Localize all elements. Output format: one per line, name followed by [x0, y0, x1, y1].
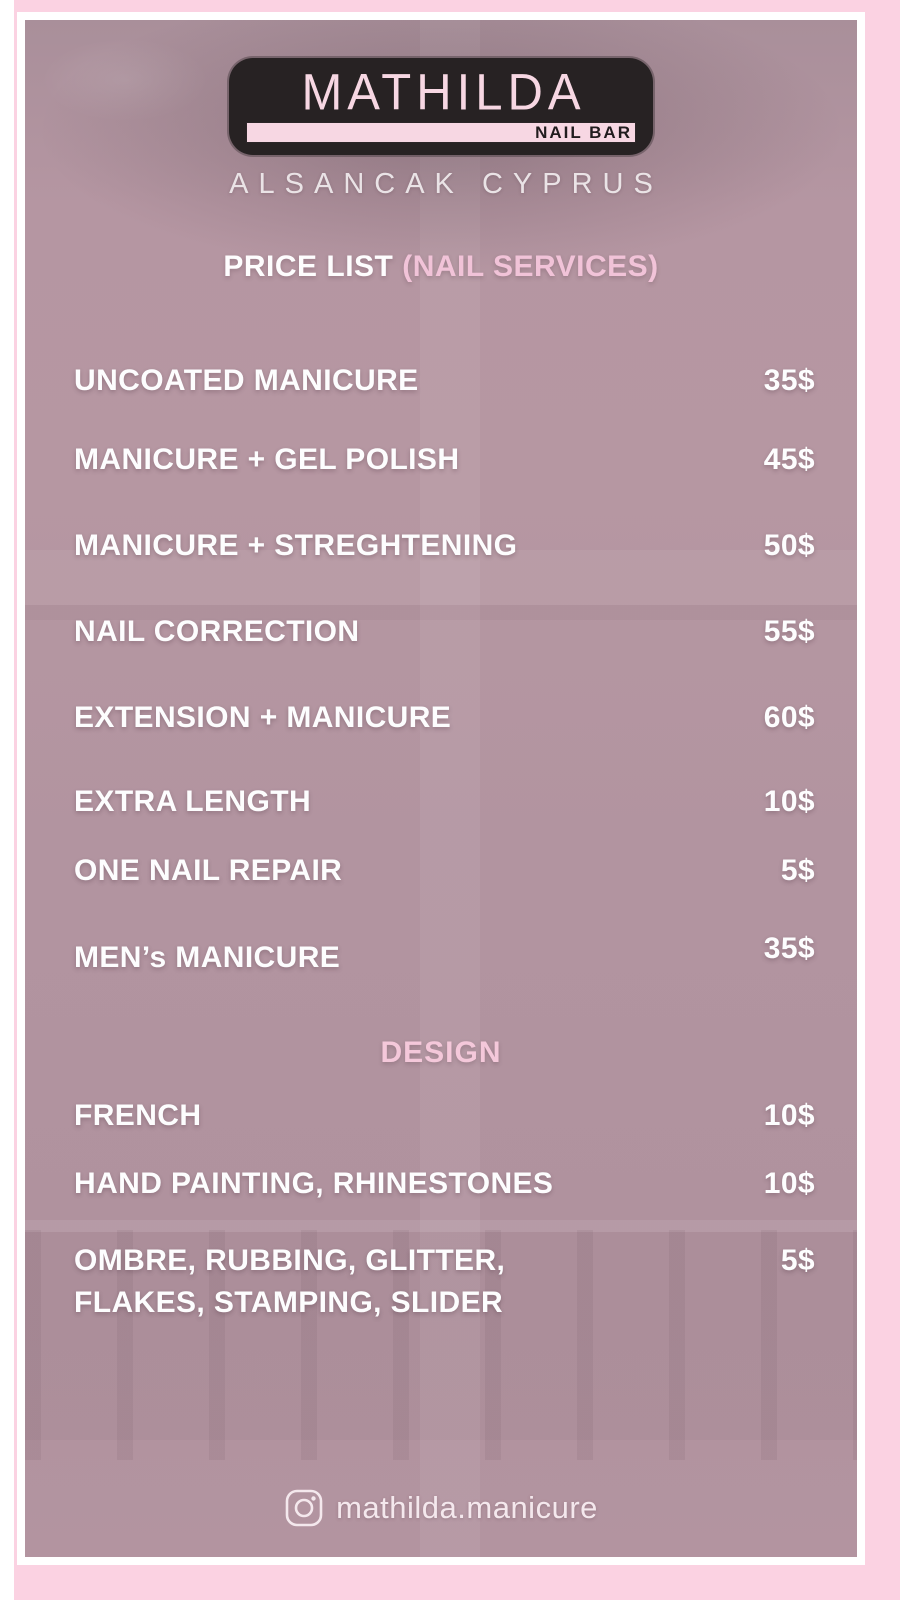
service-label: ONE NAIL REPAIR: [74, 854, 343, 887]
service-label: MANICURE + GEL POLISH: [74, 443, 460, 476]
design-price: 10$: [763, 1099, 815, 1132]
logo-bar: NAIL BAR: [246, 122, 636, 143]
service-price: 35$: [763, 932, 815, 965]
price-row: ONE NAIL REPAIR 5$: [74, 849, 815, 893]
service-label: UNCOATED MANICURE: [74, 364, 419, 397]
instagram-icon: [284, 1488, 324, 1528]
price-row: NAIL CORRECTION 55$: [74, 610, 815, 654]
brand-name: MATHILDA: [301, 64, 586, 122]
service-label: EXTRA LENGTH: [74, 785, 312, 818]
footer: mathilda.manicure: [25, 1486, 857, 1530]
service-price: 35$: [763, 364, 815, 397]
service-label: MEN’s MANICURE: [74, 941, 341, 974]
price-row: MANICURE + GEL POLISH 45$: [74, 438, 815, 482]
design-section-heading: DESIGN: [380, 1036, 502, 1069]
price-row: UNCOATED MANICURE 35$: [74, 359, 815, 403]
service-price: 55$: [763, 615, 815, 648]
design-price: 5$: [780, 1244, 815, 1277]
page-title-main: PRICE LIST: [223, 250, 394, 283]
design-price: 10$: [763, 1167, 815, 1200]
white-border-frame: MATHILDA NAIL BAR ALSANCAK CYPRUS PRICE …: [17, 12, 865, 1565]
poster-content: MATHILDA NAIL BAR ALSANCAK CYPRUS PRICE …: [25, 20, 857, 1557]
design-label: HAND PAINTING, RHINESTONES: [74, 1167, 554, 1200]
service-label: MANICURE + STREGHTENING: [74, 529, 518, 562]
page-title: PRICE LIST (NAIL SERVICES): [25, 250, 857, 284]
price-row: MEN’s MANICURE 35$: [74, 932, 815, 980]
service-label: EXTENSION + MANICURE: [74, 701, 452, 734]
instagram-handle: mathilda.manicure: [336, 1490, 598, 1525]
service-price: 5$: [780, 854, 815, 887]
price-row: EXTENSION + MANICURE 60$: [74, 696, 815, 740]
price-row: HAND PAINTING, RHINESTONES 10$: [74, 1162, 815, 1206]
page-title-accent: (NAIL SERVICES): [402, 250, 659, 283]
design-label: FRENCH: [74, 1099, 202, 1132]
brand-subtitle: NAIL BAR: [535, 123, 632, 142]
service-price: 10$: [763, 785, 815, 818]
service-price: 50$: [763, 529, 815, 562]
brand-logo: MATHILDA NAIL BAR: [229, 58, 653, 155]
service-price: 60$: [763, 701, 815, 734]
service-label: NAIL CORRECTION: [74, 615, 360, 648]
price-row: OMBRE, RUBBING, GLITTER, FLAKES, STAMPIN…: [74, 1240, 815, 1324]
service-price: 45$: [763, 443, 815, 476]
price-row: FRENCH 10$: [74, 1094, 815, 1138]
price-row: MANICURE + STREGHTENING 50$: [74, 524, 815, 568]
price-row: EXTRA LENGTH 10$: [74, 780, 815, 824]
brand-location: ALSANCAK CYPRUS: [229, 168, 663, 200]
design-label: OMBRE, RUBBING, GLITTER, FLAKES, STAMPIN…: [74, 1244, 506, 1319]
